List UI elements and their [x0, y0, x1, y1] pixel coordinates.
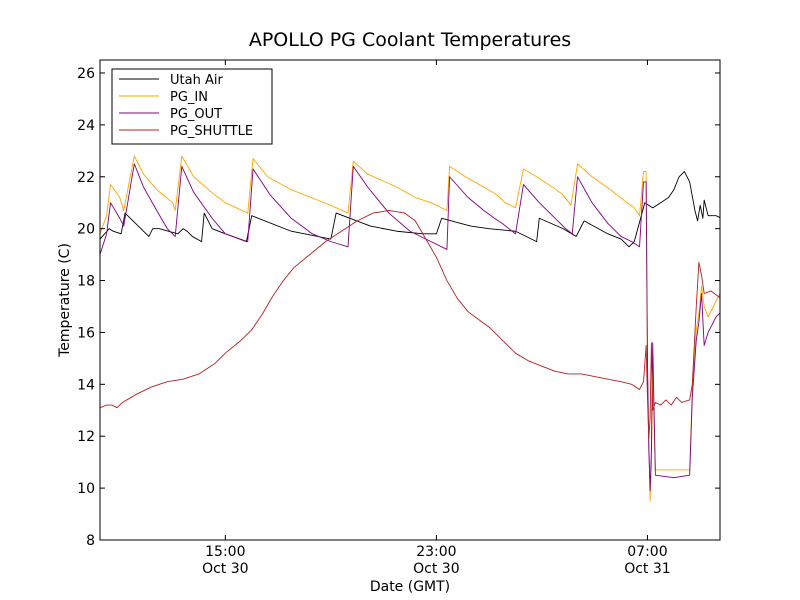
legend-label: Utah Air [170, 73, 223, 88]
x-tick-label-date: Oct 30 [202, 561, 248, 577]
x-tick-label-time: 15:00 [205, 544, 245, 560]
y-tick-label: 24 [77, 118, 95, 134]
legend-label: PG_OUT [170, 107, 222, 122]
y-tick-label: 8 [86, 533, 95, 549]
series-line-pg-in [100, 155, 720, 502]
y-tick-label: 18 [77, 274, 95, 290]
x-tick-label-date: Oct 31 [624, 561, 670, 577]
legend-label: PG_IN [170, 90, 208, 105]
y-tick-label: 22 [77, 170, 95, 186]
x-axis-title: Date (GMT) [370, 579, 450, 595]
y-tick-label: 26 [77, 66, 95, 82]
legend: Utah Air PG_IN PG_OUT PG_SHUTTLE [111, 68, 273, 145]
y-tick-label: 16 [77, 325, 95, 341]
y-axis-title: Temperature (C) [57, 243, 73, 358]
legend-box [111, 68, 273, 145]
plot-frame [99, 59, 721, 541]
series-line-pg-shuttle [100, 210, 720, 440]
y-tick-label: 12 [77, 429, 95, 445]
series-line-utah-air [100, 171, 720, 248]
series-line-pg-out [100, 163, 720, 492]
x-tick-label-time: 23:00 [416, 544, 456, 560]
legend-label: PG_SHUTTLE [170, 124, 253, 139]
y-tick-label: 20 [77, 222, 95, 238]
y-tick-label: 14 [77, 377, 95, 393]
chart-title: APOLLO PG Coolant Temperatures [249, 29, 571, 51]
y-tick-label: 10 [77, 481, 95, 497]
x-tick-label-time: 07:00 [627, 544, 667, 560]
x-tick-label-date: Oct 30 [413, 561, 459, 577]
plot-area [100, 155, 720, 502]
